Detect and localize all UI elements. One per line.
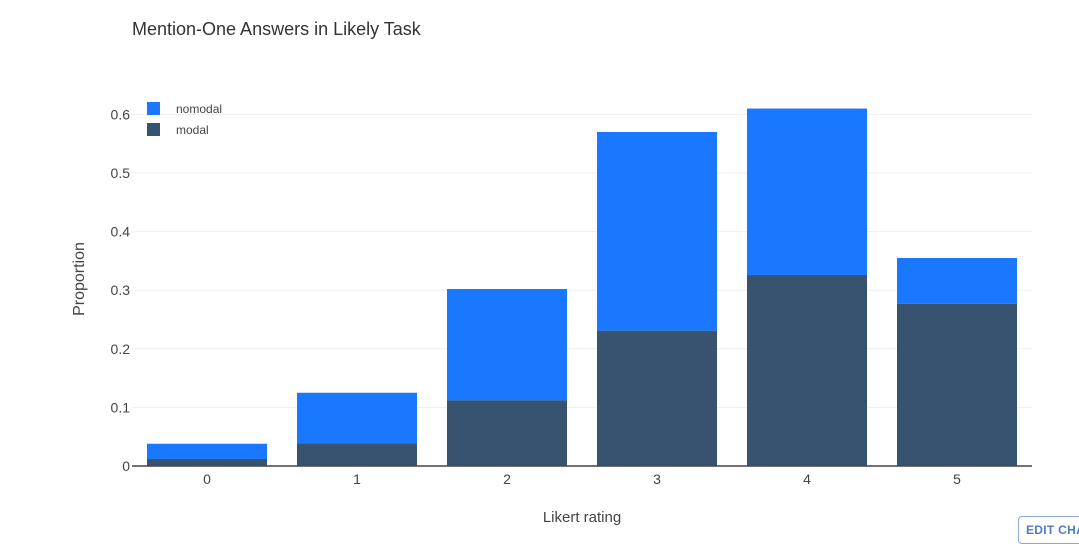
- y-tick-label: 0.5: [111, 165, 131, 181]
- legend-label-nomodal: nomodal: [176, 101, 223, 116]
- bar-modal-1[interactable]: [297, 443, 417, 466]
- y-tick-label: 0.1: [111, 399, 131, 415]
- bars: [147, 108, 1017, 466]
- legend-swatch-nomodal: [147, 102, 160, 115]
- bar-modal-5[interactable]: [897, 303, 1017, 466]
- legend: nomodal modal: [147, 98, 222, 140]
- bar-nomodal-0[interactable]: [147, 443, 267, 459]
- chart-title: Mention-One Answers in Likely Task: [132, 19, 421, 39]
- bar-nomodal-1[interactable]: [297, 392, 417, 444]
- y-axis-title: Proportion: [71, 242, 88, 316]
- x-tick-label: 5: [953, 471, 961, 487]
- bar-nomodal-5[interactable]: [897, 257, 1017, 304]
- legend-item-modal[interactable]: modal: [147, 119, 222, 140]
- bar-modal-4[interactable]: [747, 274, 867, 466]
- bar-modal-2[interactable]: [447, 400, 567, 466]
- axes: 0 0.1 0.2 0.3 0.4 0.5 0.6 0 1 2 3 4 5: [111, 106, 1032, 487]
- legend-item-nomodal[interactable]: nomodal: [147, 98, 222, 119]
- bar-nomodal-2[interactable]: [447, 289, 567, 401]
- x-tick-label: 2: [503, 471, 511, 487]
- legend-label-modal: modal: [176, 122, 209, 137]
- x-tick-label: 3: [653, 471, 661, 487]
- x-tick-label: 0: [203, 471, 211, 487]
- bar-nomodal-3[interactable]: [597, 131, 717, 331]
- x-tick-label: 1: [353, 471, 361, 487]
- edit-chart-button[interactable]: EDIT CHART: [1018, 516, 1079, 544]
- y-tick-label: 0.6: [111, 106, 131, 122]
- bar-modal-3[interactable]: [597, 330, 717, 466]
- legend-swatch-modal: [147, 123, 160, 136]
- x-tick-label: 4: [803, 471, 811, 487]
- x-axis-title: Likert rating: [542, 509, 622, 526]
- bar-modal-0[interactable]: [147, 458, 267, 466]
- y-tick-label: 0.2: [111, 341, 131, 357]
- y-tick-label: 0: [122, 458, 130, 474]
- y-tick-label: 0.4: [111, 224, 131, 240]
- bar-nomodal-4[interactable]: [747, 108, 867, 275]
- y-tick-label: 0.3: [111, 282, 131, 298]
- gridlines: [132, 113, 1032, 408]
